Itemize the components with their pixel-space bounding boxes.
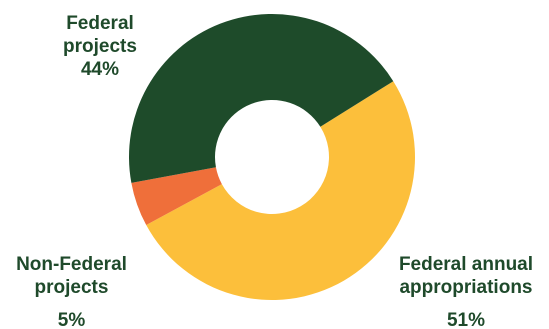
slice-federal-projects [128,13,394,183]
label-non-federal-projects-pct: 5% [57,310,86,329]
label-federal-projects-line1: Federal [66,13,134,34]
label-federal-projects-pct: 44% [80,59,120,80]
label-federal-annual-appropriations: Federal annual appropriations 51% [386,253,546,329]
label-non-federal-projects-line2: projects [34,277,109,298]
slice-non-federal-projects [131,167,222,226]
label-federal-annual-line1: Federal annual [398,254,534,275]
label-federal-annual-line2: appropriations [399,277,533,298]
label-federal-projects: Federal projects 44% [48,12,152,81]
label-non-federal-projects-line1: Non-Federal [16,254,127,275]
label-non-federal-projects: Non-Federal projects 5% [4,253,139,329]
label-federal-projects-line2: projects [63,36,137,57]
slice-federal-annual-appropriations [146,81,415,300]
label-federal-annual-pct: 51% [446,310,486,329]
